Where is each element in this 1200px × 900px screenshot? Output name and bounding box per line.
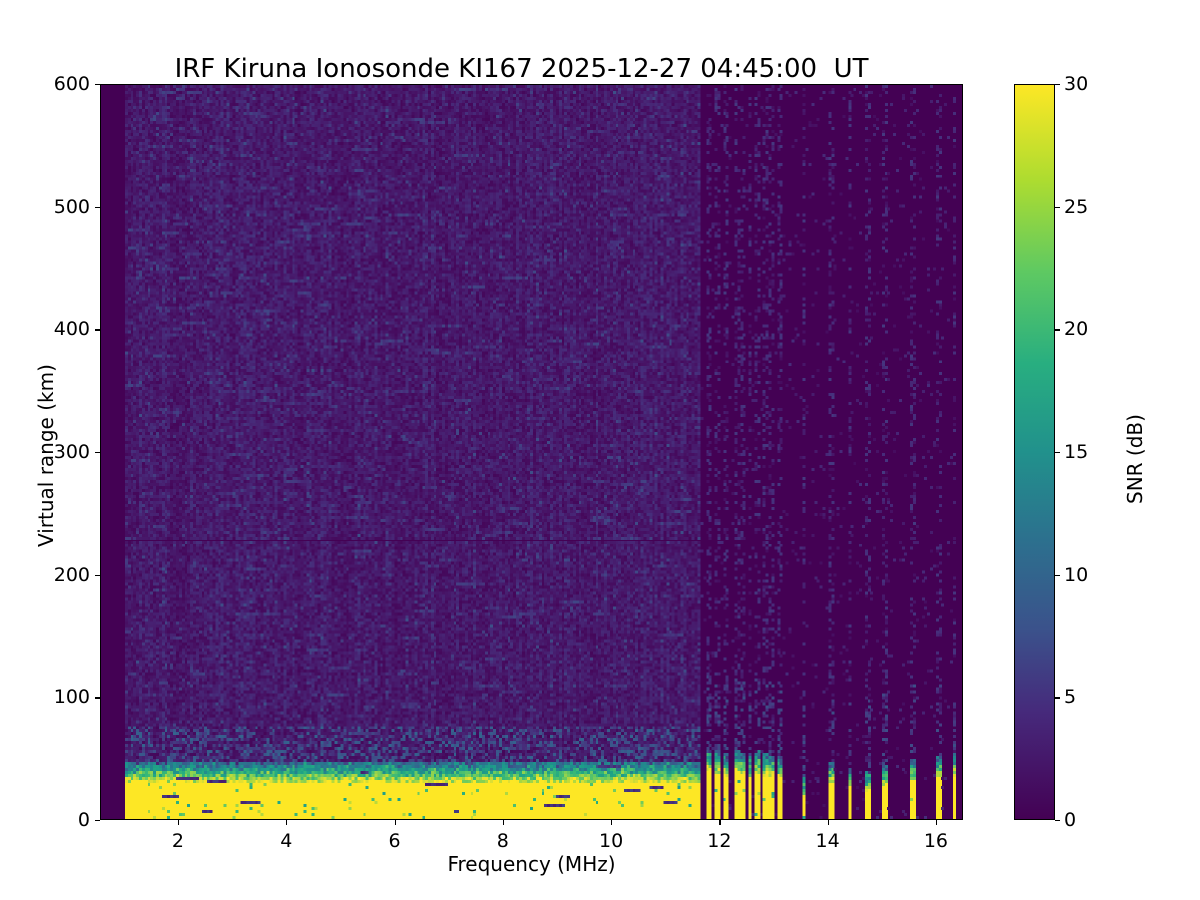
x-tick-label: 14 — [815, 830, 840, 852]
x-tick-label: 4 — [280, 830, 293, 852]
colorbar-tick-label: 0 — [1064, 809, 1077, 831]
x-tick-label: 12 — [707, 830, 732, 852]
y-tick-label: 600 — [53, 73, 90, 95]
y-tick-mark — [95, 820, 100, 822]
ionogram-heatmap — [101, 85, 962, 819]
y-tick-label: 300 — [53, 441, 90, 463]
x-tick-mark — [394, 820, 396, 825]
colorbar-tick-mark — [1055, 452, 1060, 454]
colorbar-tick-label: 25 — [1064, 195, 1089, 218]
x-tick-label: 16 — [923, 830, 949, 852]
x-tick-mark — [286, 820, 288, 825]
y-tick-label: 400 — [53, 318, 90, 341]
colorbar-tick-mark — [1055, 820, 1060, 822]
y-tick-mark — [95, 84, 100, 86]
y-tick-mark — [95, 329, 100, 331]
x-tick-label: 6 — [388, 830, 401, 852]
colorbar-tick-label: 30 — [1064, 73, 1089, 95]
y-tick-label: 0 — [77, 809, 90, 831]
colorbar-label: SNR (dB) — [1123, 414, 1147, 504]
colorbar-tick-mark — [1055, 574, 1060, 576]
ionogram-plot-area[interactable] — [100, 84, 963, 820]
x-tick-mark — [177, 820, 180, 825]
colorbar-tick-mark — [1055, 206, 1060, 208]
x-axis-label: Frequency (MHz) — [447, 852, 616, 876]
y-tick-label: 500 — [53, 195, 90, 218]
colorbar[interactable] — [1014, 84, 1055, 820]
colorbar-tick-label: 20 — [1064, 318, 1089, 341]
y-tick-mark — [95, 697, 100, 699]
title-line-1: IRF Kiruna Ionosonde KI167 2025-12-27 04… — [174, 54, 869, 84]
x-tick-mark — [502, 820, 504, 825]
y-axis-label: Virtual range (km) — [34, 364, 58, 547]
y-tick-mark — [95, 206, 100, 208]
colorbar-tick-label: 15 — [1064, 441, 1089, 463]
colorbar-tick-label: 5 — [1064, 686, 1077, 709]
y-tick-mark — [95, 574, 100, 576]
x-tick-mark — [827, 820, 829, 825]
colorbar-tick-mark — [1055, 697, 1060, 699]
y-tick-mark — [95, 452, 100, 454]
colorbar-tick-mark — [1055, 84, 1060, 86]
x-tick-mark — [935, 820, 938, 825]
colorbar-tick-label: 10 — [1064, 563, 1089, 586]
x-tick-mark — [611, 820, 613, 825]
y-tick-label: 100 — [53, 686, 90, 709]
x-tick-label: 2 — [171, 830, 184, 852]
x-tick-label: 8 — [496, 830, 509, 852]
colorbar-tick-mark — [1055, 329, 1060, 331]
y-tick-label: 200 — [53, 563, 90, 586]
x-tick-label: 10 — [598, 830, 624, 852]
x-tick-mark — [719, 820, 721, 825]
